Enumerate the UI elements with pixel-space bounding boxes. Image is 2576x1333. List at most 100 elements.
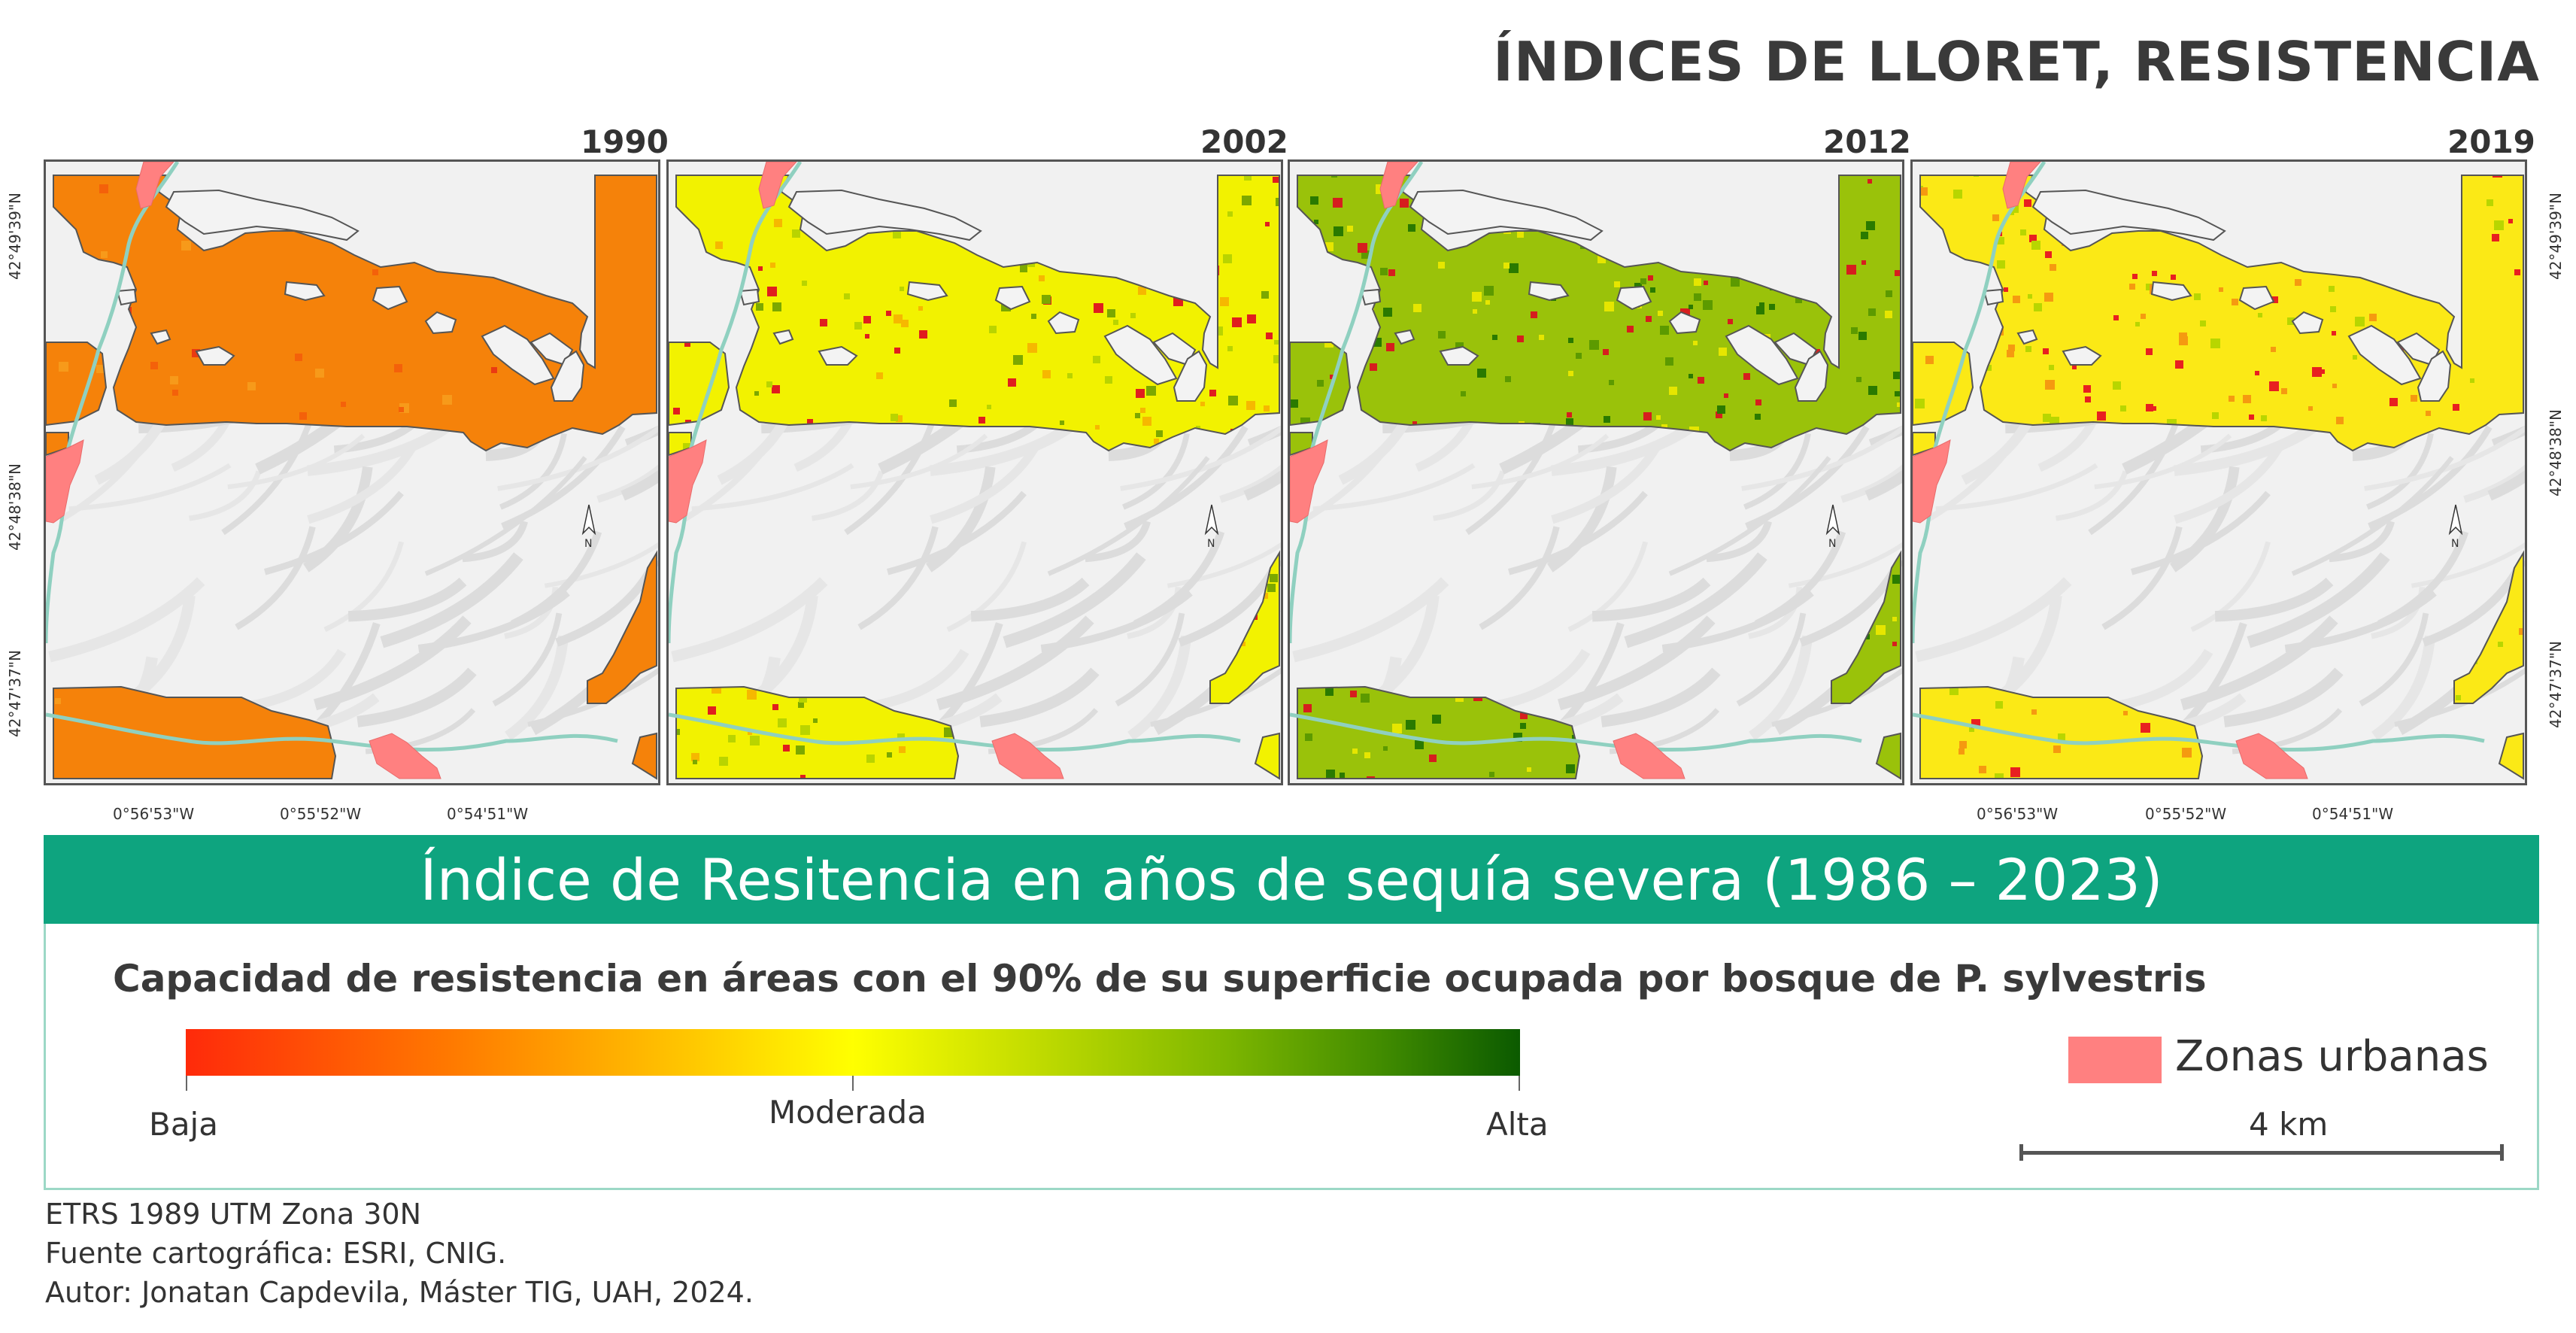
raster-cell: [1415, 740, 1424, 749]
raster-cell: [2332, 331, 2336, 336]
raster-cell: [1242, 196, 1252, 205]
terrain-ridge: [946, 541, 1027, 633]
scale-bar-end-left: [2019, 1144, 2023, 1161]
terrain-ridge: [1567, 541, 1649, 633]
terrain-ridge: [925, 466, 996, 572]
terrain-ridge: [1243, 470, 1281, 501]
raster-cell: [1031, 314, 1036, 319]
terrain-ridge: [497, 425, 658, 491]
terrain-ridge: [1120, 425, 1281, 491]
forest-clearing: [1725, 324, 1799, 386]
raster-cell: [1503, 263, 1509, 269]
forest-outline: [46, 342, 108, 427]
forest-clearing: [739, 288, 760, 306]
raster-cell: [1665, 357, 1673, 366]
urban-zone: [1613, 733, 1685, 779]
credit-projection: ETRS 1989 UTM Zona 30N: [45, 1198, 422, 1231]
terrain-ridge: [1127, 635, 1191, 741]
river-line: [1913, 162, 2485, 752]
terrain-ridge: [380, 552, 523, 648]
forest-outline: [587, 550, 657, 704]
raster-cell: [1136, 389, 1145, 398]
raster-cell: [1815, 349, 1820, 354]
raster-cell: [1386, 343, 1394, 351]
terrain-ridge: [1471, 433, 1610, 490]
year-label-2019: 2019: [2447, 123, 2535, 160]
gradient-label-high: Alta: [1486, 1106, 1549, 1143]
raster-cell: [1485, 300, 1490, 305]
raster-cell: [2007, 350, 2014, 357]
raster-cell: [1472, 292, 1482, 302]
raster-cell: [295, 354, 302, 361]
raster-cell: [1412, 421, 1417, 426]
raster-cell: [1314, 220, 1318, 224]
raster-cell: [2152, 271, 2157, 276]
raster-cell: [1520, 712, 1528, 719]
map-panel-1990[interactable]: N: [44, 159, 660, 785]
raster-cell: [1429, 755, 1437, 762]
forest-outline: [1297, 175, 1901, 452]
raster-cell: [1095, 425, 1100, 430]
legend-banner: Índice de Resitencia en años de sequía s…: [44, 835, 2539, 924]
lon-label-left-2: 0°55'52"W: [280, 805, 362, 823]
raster-cell: [1640, 278, 1646, 284]
forest-clearing: [2417, 350, 2452, 402]
raster-cell: [1455, 342, 1464, 351]
terrain-ridge: [1935, 463, 2098, 512]
forest-clearing: [1394, 329, 1415, 345]
raster-cell: [896, 415, 903, 422]
terrain-ridge: [48, 577, 205, 663]
raster-cell: [2025, 346, 2031, 352]
forest-clearing: [1668, 311, 1701, 335]
raster-cell: [1861, 232, 1868, 239]
raster-cell: [2355, 317, 2365, 326]
urban-zone: [758, 162, 797, 209]
urban-zone: [1290, 439, 1328, 524]
raster-cell: [2369, 314, 2377, 321]
terrain-ridge: [1741, 425, 1902, 491]
forest-clearing: [2016, 329, 2038, 345]
raster-cell: [1755, 399, 1761, 405]
raster-cell: [1461, 391, 1466, 396]
raster-cell: [2129, 284, 2135, 290]
raster-cell: [772, 302, 781, 311]
terrain-ridge: [812, 470, 884, 521]
map-panel-2012[interactable]: N: [1288, 159, 1904, 785]
terrain-ridge: [189, 470, 262, 521]
raster-cell: [1627, 326, 1634, 332]
raster-cell: [1383, 746, 1388, 751]
raster-cell: [1656, 415, 1661, 420]
raster-cell: [1719, 348, 1727, 356]
raster-cell: [2329, 286, 2335, 292]
terrain-ridge: [2487, 470, 2525, 501]
urban-zone: [669, 439, 707, 524]
raster-cell: [2389, 398, 2398, 406]
credit-source: Fuente cartográfica: ESRI, CNIG.: [45, 1237, 507, 1270]
raster-cell: [2113, 381, 2121, 390]
forest-outline: [669, 342, 730, 427]
raster-cell: [1223, 254, 1232, 263]
raster-cell: [1698, 377, 1704, 384]
raster-cell: [1527, 767, 1531, 772]
raster-cell: [315, 369, 324, 378]
raster-cell: [1614, 281, 1620, 287]
raster-cell: [1227, 211, 1233, 217]
north-arrow-label: N: [1207, 538, 1215, 550]
terrain-ridge: [1601, 667, 1721, 727]
terrain-ridge: [1370, 594, 1440, 703]
raster-cell: [1380, 268, 1388, 275]
forest-clearing: [1439, 345, 1479, 366]
forest-outline: [53, 175, 657, 452]
raster-cell: [1566, 418, 1573, 426]
raster-cell: [2132, 274, 2138, 279]
raster-cell: [1140, 408, 1145, 413]
raster-cell: [2210, 339, 2220, 348]
map-panel-2019[interactable]: N: [1910, 159, 2527, 785]
raster-cell: [719, 757, 728, 766]
terrain-ridge: [2371, 635, 2435, 741]
raster-cell: [2152, 406, 2156, 411]
river-line: [46, 162, 618, 752]
map-panel-2002[interactable]: N: [666, 159, 1283, 785]
raster-cell: [1604, 416, 1610, 423]
raster-cell: [1392, 724, 1402, 733]
